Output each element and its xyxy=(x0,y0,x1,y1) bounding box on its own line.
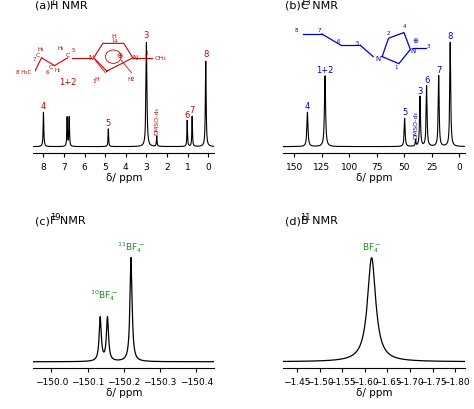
Text: 3: 3 xyxy=(417,86,423,95)
Text: 6: 6 xyxy=(184,110,190,119)
Text: 4: 4 xyxy=(305,102,310,111)
X-axis label: δ/ ppm: δ/ ppm xyxy=(356,173,392,183)
Text: (b): (b) xyxy=(285,1,301,11)
Text: 11: 11 xyxy=(301,213,311,222)
X-axis label: δ/ ppm: δ/ ppm xyxy=(106,173,142,183)
Text: 13: 13 xyxy=(301,0,311,7)
Text: (a): (a) xyxy=(35,1,51,11)
X-axis label: δ/ ppm: δ/ ppm xyxy=(106,387,142,398)
Text: 6: 6 xyxy=(424,76,429,85)
Text: $^{10}$BF$_4^-$: $^{10}$BF$_4^-$ xyxy=(90,288,118,303)
Text: 8: 8 xyxy=(447,32,453,41)
Text: 5: 5 xyxy=(106,119,111,128)
Text: 1+2: 1+2 xyxy=(60,78,77,87)
Text: 1+2: 1+2 xyxy=(316,65,334,74)
Text: 7: 7 xyxy=(190,106,195,115)
Text: B NMR: B NMR xyxy=(301,216,337,225)
Text: DMSO-d₆: DMSO-d₆ xyxy=(413,111,418,139)
Text: (d): (d) xyxy=(285,216,301,225)
Text: 1: 1 xyxy=(50,0,55,7)
Text: 7: 7 xyxy=(436,65,441,74)
Text: 19: 19 xyxy=(50,213,61,222)
Text: (c): (c) xyxy=(35,216,50,225)
Text: F NMR: F NMR xyxy=(50,216,86,225)
Text: H NMR: H NMR xyxy=(50,1,88,11)
Text: DMSO-d₆: DMSO-d₆ xyxy=(154,107,159,135)
Text: 3: 3 xyxy=(144,31,149,40)
Text: 5: 5 xyxy=(402,108,407,117)
X-axis label: δ/ ppm: δ/ ppm xyxy=(356,387,392,398)
Text: 4: 4 xyxy=(41,102,46,111)
Text: 8: 8 xyxy=(203,50,209,59)
Text: $^{11}$BF$_4^-$: $^{11}$BF$_4^-$ xyxy=(117,239,145,254)
Text: C NMR: C NMR xyxy=(301,1,337,11)
Text: BF$_4^-$: BF$_4^-$ xyxy=(362,240,381,254)
